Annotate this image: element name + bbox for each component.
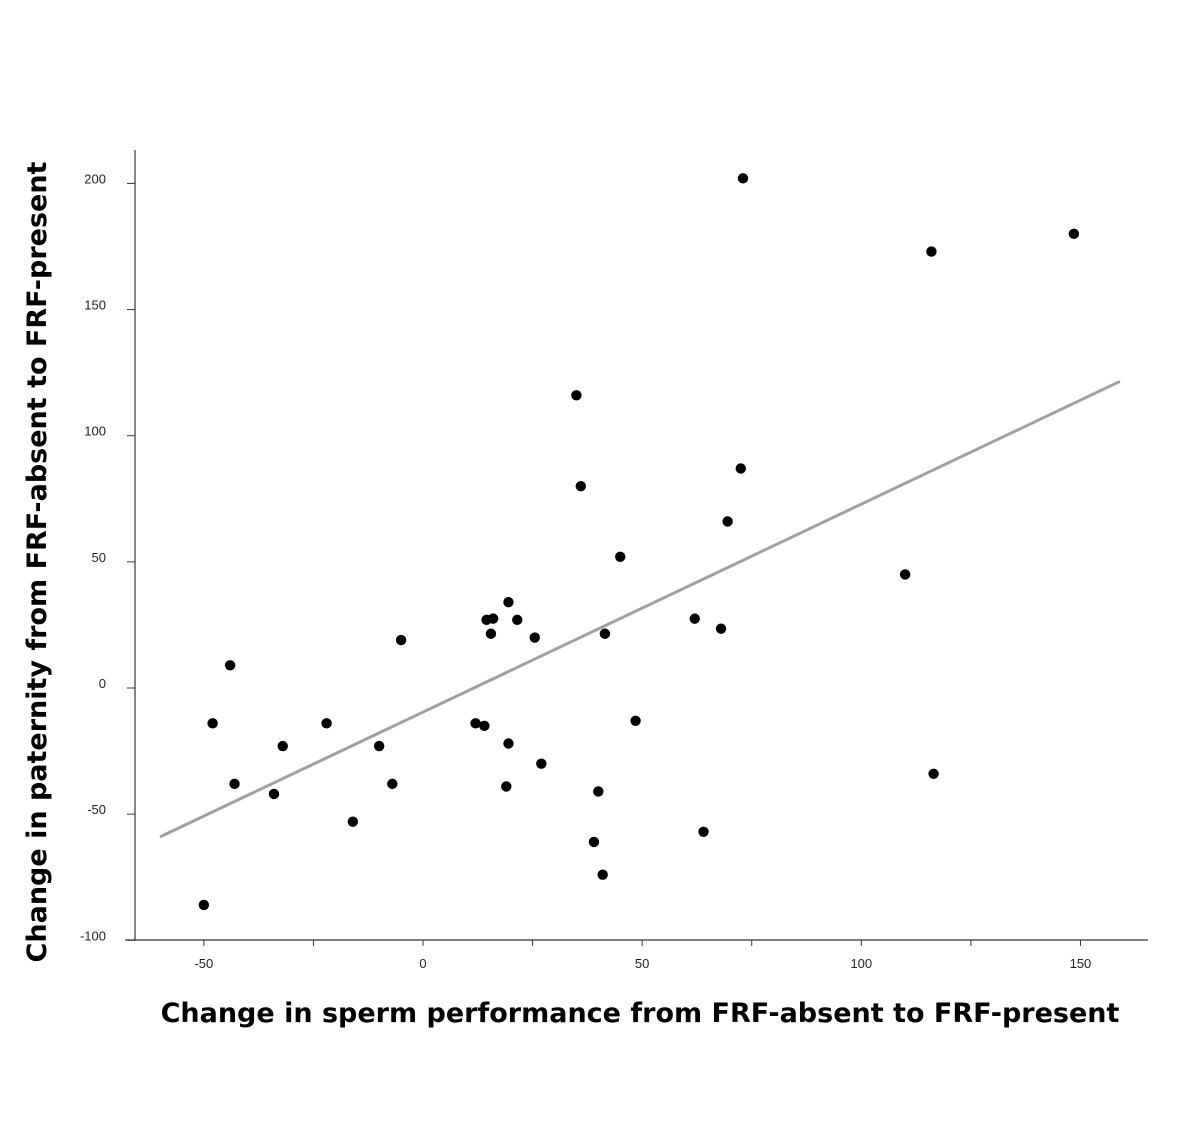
y-tick-label: 50 [92,550,106,565]
data-point [229,778,240,790]
data-point [501,781,512,792]
data-point [503,738,514,749]
y-tick-label: 150 [84,298,106,313]
data-point [737,173,749,184]
data-point [207,718,218,729]
x-tick-label: 0 [419,956,426,971]
data-point [512,614,523,626]
x-axis-title: Change in sperm performance from FRF-abs… [161,998,1120,1029]
y-tick-label: 200 [84,171,106,186]
y-tick-label: -50 [87,802,106,817]
data-point [224,660,236,671]
x-tick-label: 100 [850,956,872,971]
data-point [198,899,210,911]
data-point [593,786,604,797]
data-point [321,718,332,729]
x-tick-label: 150 [1070,956,1092,971]
data-point [485,628,497,639]
data-point [268,788,280,800]
y-axis-title: Change in paternity from FRF-absent to F… [22,161,53,962]
ticks: -50 0 50 100 150 -100 -50 0 50 100 150 200 [80,171,1091,971]
data-point [615,551,626,563]
data-point [735,463,746,474]
data-point [899,569,911,580]
data-point [503,597,514,608]
data-point [1068,228,1080,240]
data-point [487,613,499,624]
data-point [599,628,611,639]
y-tick-label: 0 [99,676,106,691]
data-point [395,634,407,646]
data-point [928,768,939,779]
data-point [470,718,481,729]
data-points [198,173,1080,911]
x-tick-label: 50 [635,956,649,971]
data-point [597,869,608,880]
trend-line [159,380,1121,839]
data-point [571,390,582,401]
data-point [536,758,547,769]
data-point [722,516,733,527]
data-point [479,720,490,732]
data-point [715,623,727,634]
axes [125,150,1148,941]
data-point [588,836,600,848]
data-point [926,246,937,257]
data-point [387,778,398,790]
data-point [575,480,586,492]
data-point [689,613,700,624]
data-point [347,816,359,827]
data-point [373,740,385,752]
data-point [277,740,288,752]
y-tick-label: -100 [80,928,106,943]
data-point [529,632,540,643]
trend-line-group [159,380,1121,839]
x-tick-label: -50 [194,956,213,971]
data-point [698,826,709,838]
y-tick-label: 100 [84,424,106,439]
data-point [630,715,641,726]
